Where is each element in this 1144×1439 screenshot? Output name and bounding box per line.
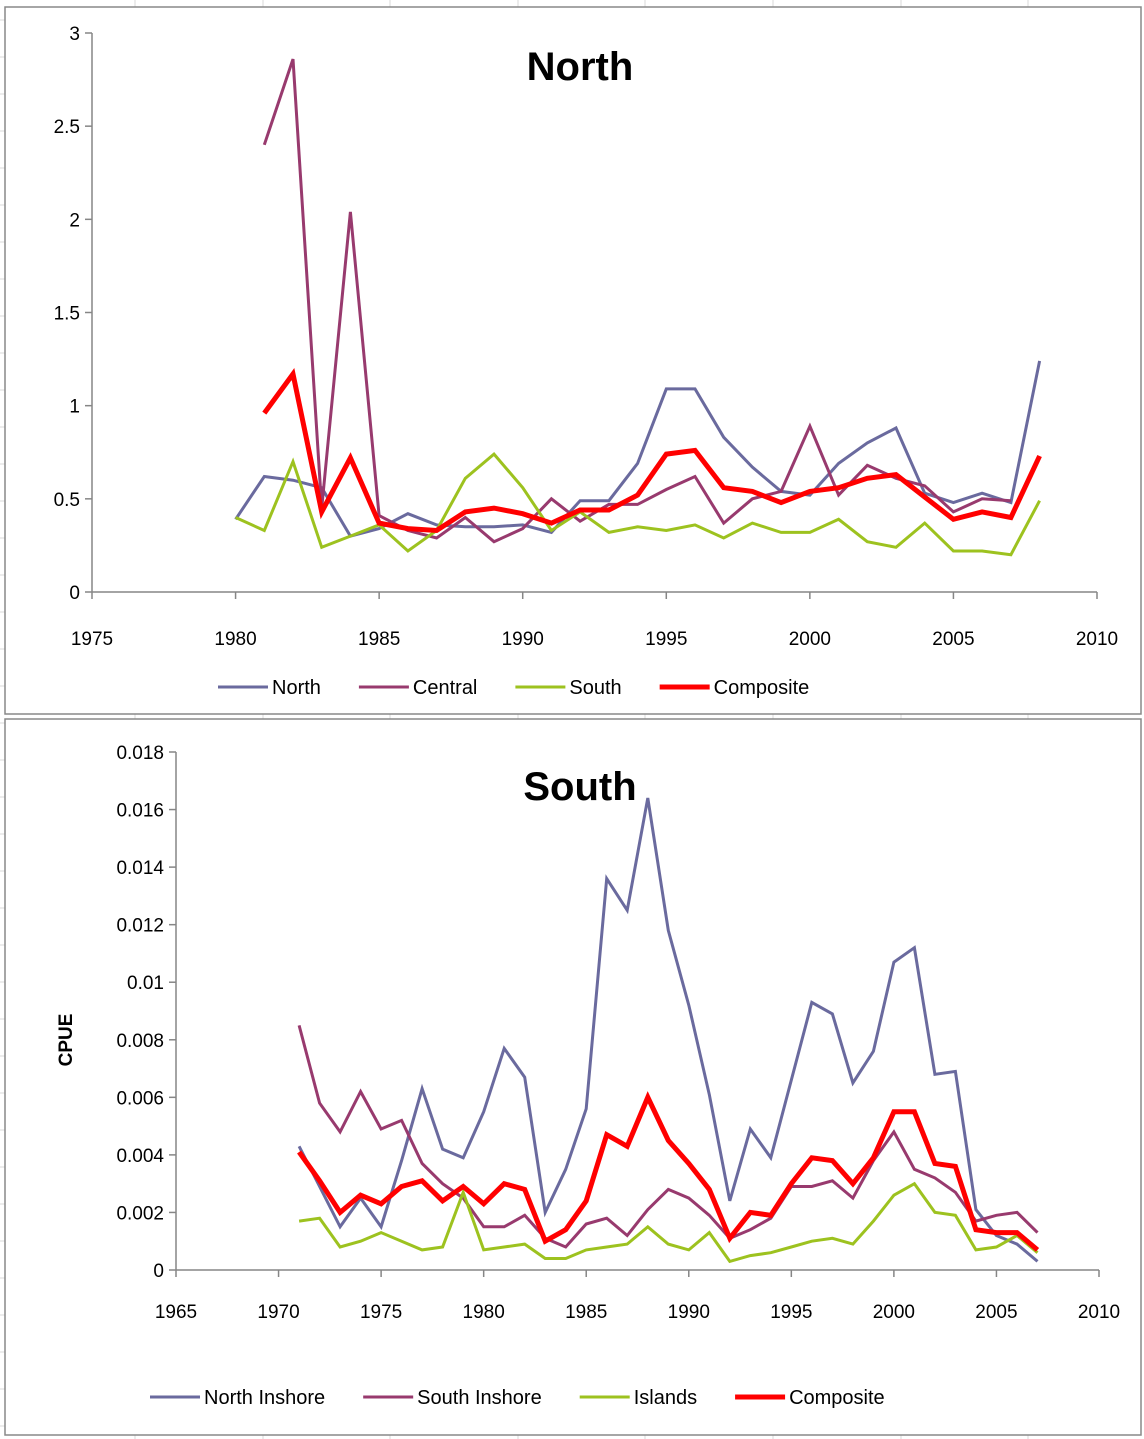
y-tick-label: 0.016 [116, 801, 164, 822]
chart-north-x-ticks: 1975 1980 1985 1990 1995 2000 2005 2010 [71, 592, 1118, 650]
x-tick-label: 2005 [932, 629, 974, 650]
chart-north-frame [4, 6, 1142, 715]
y-tick-label: 0 [69, 583, 80, 604]
legend-label: North Inshore [204, 1387, 325, 1409]
chart-south-x-ticks: 1965 1970 1975 1980 1985 1990 1995 2000 2005 2010 [155, 1270, 1120, 1323]
x-tick-label: 1985 [358, 629, 400, 650]
legend-label: North [272, 677, 321, 699]
chart-north-legend: North Central South Composite [218, 677, 809, 699]
x-tick-label: 2005 [975, 1302, 1017, 1323]
legend-label: Central [413, 677, 477, 699]
y-tick-label: 2.5 [54, 117, 80, 138]
series-line-islands [298, 1181, 1039, 1264]
x-tick-label: 1985 [565, 1302, 607, 1323]
legend-label: South [569, 677, 621, 699]
y-tick-label: 1.5 [54, 304, 80, 325]
x-tick-label: 1980 [463, 1302, 505, 1323]
x-tick-label: 1965 [155, 1302, 197, 1323]
y-tick-label: 2 [69, 210, 80, 231]
y-tick-label: 0.012 [116, 916, 164, 937]
chart-south-y-ticks: 0 0.002 0.004 0.006 0.008 0.01 0.012 0.014 0.016… [116, 743, 176, 1282]
series-line-north-inshore [297, 797, 1039, 1263]
legend-label: South Inshore [417, 1387, 542, 1409]
chart-south-axes [175, 752, 1099, 1271]
legend-label: Composite [714, 677, 810, 699]
y-tick-label: 0.014 [116, 858, 164, 879]
y-tick-label: 0.008 [116, 1031, 164, 1052]
chart-south-legend: North Inshore South Inshore Islands Composi… [150, 1387, 885, 1409]
x-tick-label: 2010 [1078, 1302, 1120, 1323]
y-tick-label: 0.006 [116, 1088, 164, 1109]
x-tick-label: 1980 [214, 629, 256, 650]
chart-south: 0 0.002 0.004 0.006 0.008 0.01 0.012 0.014 0.016… [4, 718, 1142, 1436]
series-line-composite [262, 367, 1042, 534]
x-tick-label: 2000 [789, 629, 831, 650]
series-line-south-inshore [297, 1025, 1039, 1249]
chart-north-title: North [527, 45, 634, 89]
chart-south-frame [4, 718, 1142, 1436]
y-tick-label: 0.5 [54, 490, 80, 511]
y-tick-label: 0.01 [127, 973, 164, 994]
x-tick-label: 2000 [873, 1302, 915, 1323]
x-tick-label: 1975 [360, 1302, 402, 1323]
chart-south-series [297, 797, 1040, 1264]
y-tick-label: 0.002 [116, 1203, 164, 1224]
y-tick-label: 0 [153, 1261, 164, 1282]
chart-south-y-axis-label: CPUE [56, 1014, 77, 1067]
chart-north: 0 0.5 1 1.5 2 2.5 3 1975 1980 1985 1990 1995 2000 20… [4, 6, 1142, 715]
x-tick-label: 1975 [71, 629, 113, 650]
chart-north-y-ticks: 0 0.5 1 1.5 2 2.5 3 [54, 24, 92, 604]
legend-label: Composite [789, 1387, 885, 1409]
y-tick-label: 3 [69, 24, 80, 45]
series-line-north [234, 360, 1042, 538]
x-tick-label: 1995 [770, 1302, 812, 1323]
x-tick-label: 1990 [668, 1302, 710, 1323]
series-line-south [234, 451, 1041, 557]
x-tick-label: 1970 [257, 1302, 299, 1323]
y-tick-label: 1 [69, 397, 80, 418]
chart-north-series [234, 58, 1042, 557]
legend-label: Islands [634, 1387, 697, 1409]
x-tick-label: 1990 [502, 629, 544, 650]
x-tick-label: 1995 [645, 629, 687, 650]
x-tick-label: 2010 [1076, 629, 1118, 650]
y-tick-label: 0.004 [116, 1146, 164, 1167]
chart-north-axes [91, 33, 1097, 593]
series-line-composite [297, 1091, 1040, 1252]
y-tick-label: 0.018 [116, 743, 164, 764]
chart-south-title: South [523, 765, 636, 809]
